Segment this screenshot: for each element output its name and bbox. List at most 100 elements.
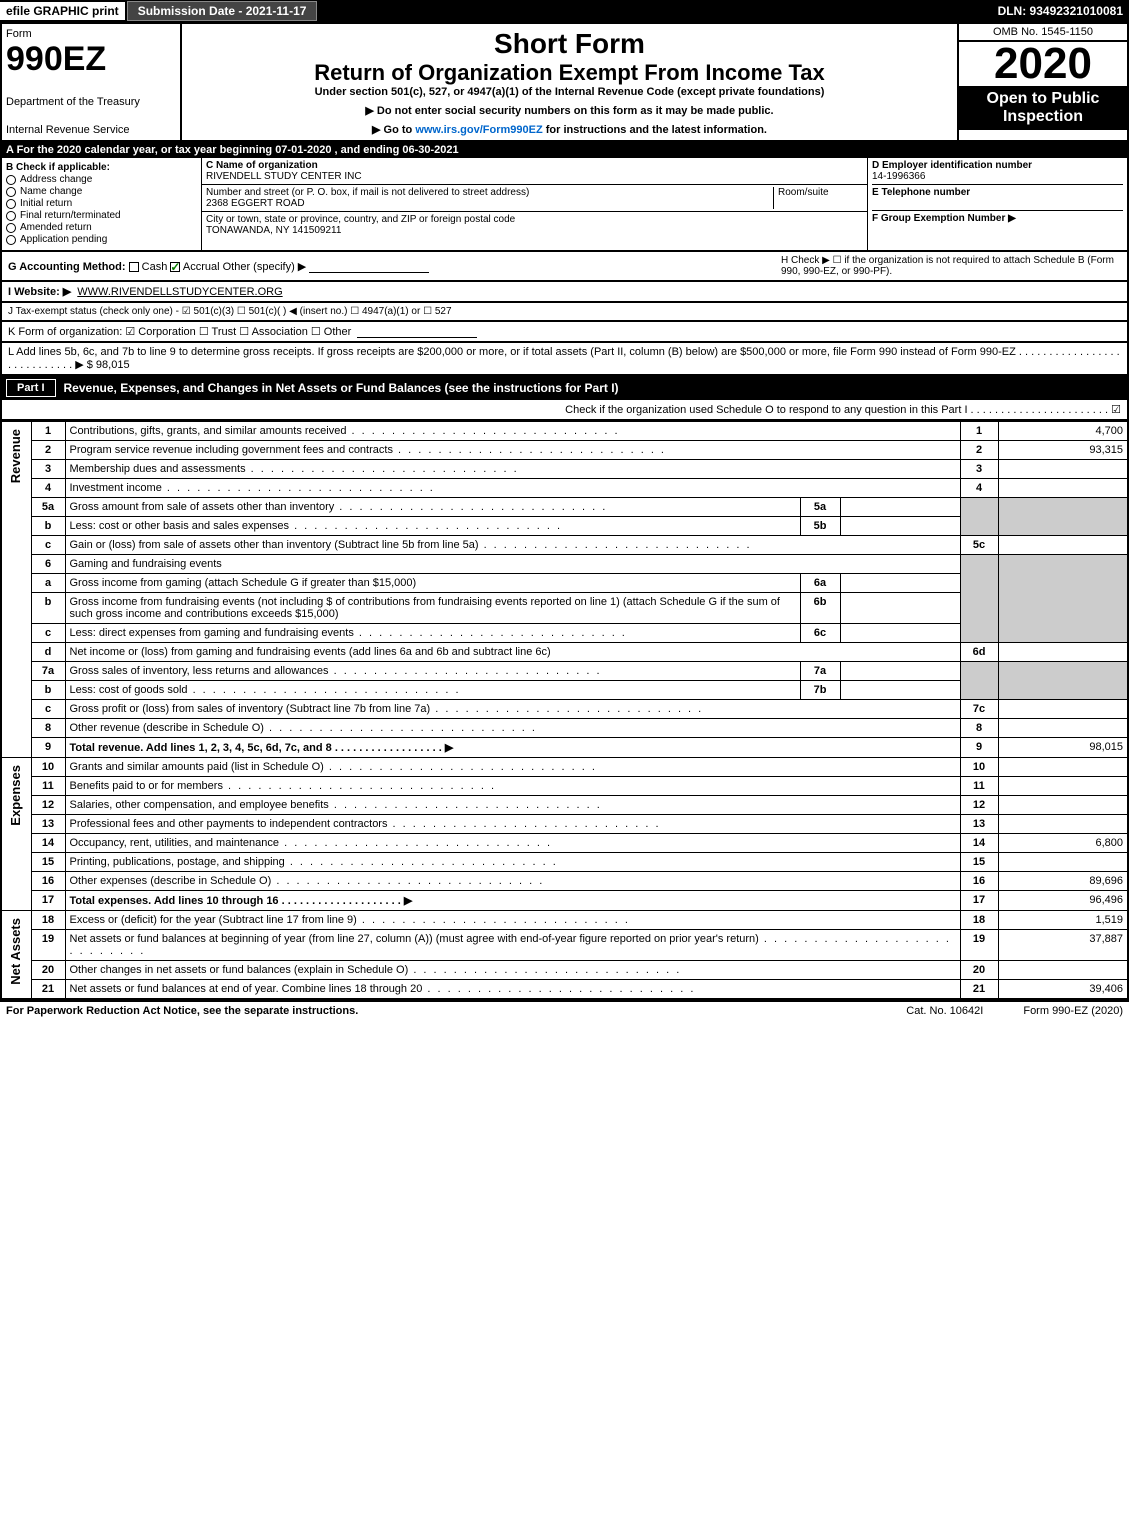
city-label: City or town, state or province, country… xyxy=(206,214,515,225)
section-c-block: C Name of organization RIVENDELL STUDY C… xyxy=(202,158,867,250)
l6-num: 6 xyxy=(31,555,65,574)
chk-cash[interactable] xyxy=(129,262,139,272)
l6a-subamt xyxy=(840,574,960,593)
l6c-subamt xyxy=(840,624,960,643)
l13-text: Professional fees and other payments to … xyxy=(70,818,661,830)
l21-amt: 39,406 xyxy=(998,980,1128,1000)
footer-paperwork: For Paperwork Reduction Act Notice, see … xyxy=(6,1005,358,1017)
chk-accrual[interactable] xyxy=(170,262,180,272)
dln-label: DLN: 93492321010081 xyxy=(998,4,1129,18)
l5a-text: Gross amount from sale of assets other t… xyxy=(70,501,608,513)
l8-num: 8 xyxy=(31,719,65,738)
l8-amt xyxy=(998,719,1128,738)
chk-initial-return[interactable] xyxy=(6,199,16,209)
goto-post: for instructions and the latest informat… xyxy=(543,124,767,136)
l4-amt xyxy=(998,479,1128,498)
c-label: C Name of organization xyxy=(206,160,318,171)
l6d-num: d xyxy=(31,643,65,662)
l6a-text: Gross income from gaming (attach Schedul… xyxy=(65,574,800,593)
dept-irs: Internal Revenue Service xyxy=(6,124,176,136)
chk-name-change[interactable] xyxy=(6,187,16,197)
l17-text: Total expenses. Add lines 10 through 16 … xyxy=(70,895,413,907)
topbar: efile GRAPHIC print Submission Date - 20… xyxy=(0,0,1129,22)
l7b-subamt xyxy=(840,681,960,700)
efile-print-button[interactable]: efile GRAPHIC print xyxy=(0,2,127,20)
d-label: D Employer identification number xyxy=(872,160,1032,171)
goto-line: ▶ Go to www.irs.gov/Form990EZ for instru… xyxy=(186,123,953,136)
b-label: B Check if applicable: xyxy=(6,162,197,173)
chk-app-pending[interactable] xyxy=(6,235,16,245)
l15-num: 15 xyxy=(31,853,65,872)
l10-num: 10 xyxy=(31,758,65,777)
l11-amt xyxy=(998,777,1128,796)
l2-box: 2 xyxy=(960,441,998,460)
l7b-sub: 7b xyxy=(800,681,840,700)
l15-text: Printing, publications, postage, and shi… xyxy=(70,856,558,868)
l13-amt xyxy=(998,815,1128,834)
submission-date-button[interactable]: Submission Date - 2021-11-17 xyxy=(127,1,318,21)
l16-box: 16 xyxy=(960,872,998,891)
l7a-num: 7a xyxy=(31,662,65,681)
city-value: TONAWANDA, NY 141509211 xyxy=(206,225,341,236)
ein-value: 14-1996366 xyxy=(872,171,925,182)
l4-num: 4 xyxy=(31,479,65,498)
l14-num: 14 xyxy=(31,834,65,853)
website-value[interactable]: WWW.RIVENDELLSTUDYCENTER.ORG xyxy=(77,286,282,298)
chk-address-change[interactable] xyxy=(6,175,16,185)
l6-grayamt xyxy=(998,555,1128,643)
row-l: L Add lines 5b, 6c, and 7b to line 9 to … xyxy=(0,343,1129,376)
chk-amended[interactable] xyxy=(6,223,16,233)
l6a-sub: 6a xyxy=(800,574,840,593)
l9-text: Total revenue. Add lines 1, 2, 3, 4, 5c,… xyxy=(70,742,454,754)
lines-table: Revenue 1 Contributions, gifts, grants, … xyxy=(0,421,1129,1000)
l20-text: Other changes in net assets or fund bala… xyxy=(70,964,682,976)
l18-amt: 1,519 xyxy=(998,911,1128,930)
form-header-mid: Short Form Return of Organization Exempt… xyxy=(182,24,957,140)
row-i: I Website: ▶ WWW.RIVENDELLSTUDYCENTER.OR… xyxy=(0,282,1129,303)
l9-box: 9 xyxy=(960,738,998,758)
k-other-blank xyxy=(357,326,477,338)
section-d-block: D Employer identification number 14-1996… xyxy=(867,158,1127,250)
l21-num: 21 xyxy=(31,980,65,1000)
l5b-text: Less: cost or other basis and sales expe… xyxy=(70,520,563,532)
l16-text: Other expenses (describe in Schedule O) xyxy=(70,875,545,887)
l12-box: 12 xyxy=(960,796,998,815)
l7-graybox xyxy=(960,662,998,700)
g-label: G Accounting Method: xyxy=(8,261,126,273)
dont-enter-ssn: ▶ Do not enter social security numbers o… xyxy=(186,104,953,117)
l3-num: 3 xyxy=(31,460,65,479)
street-label: Number and street (or P. O. box, if mail… xyxy=(206,187,529,198)
l3-amt xyxy=(998,460,1128,479)
irs-link[interactable]: www.irs.gov/Form990EZ xyxy=(415,124,542,136)
l8-text: Other revenue (describe in Schedule O) xyxy=(70,722,537,734)
l5a-sub: 5a xyxy=(800,498,840,517)
i-label: I Website: ▶ xyxy=(8,285,71,298)
under-section: Under section 501(c), 527, or 4947(a)(1)… xyxy=(186,86,953,98)
l5c-text: Gain or (loss) from sale of assets other… xyxy=(70,539,752,551)
l20-num: 20 xyxy=(31,961,65,980)
l16-num: 16 xyxy=(31,872,65,891)
part1-subline-text: Check if the organization used Schedule … xyxy=(565,403,1121,416)
form-header-right: OMB No. 1545-1150 2020 Open to Public In… xyxy=(957,24,1127,140)
l6d-text: Net income or (loss) from gaming and fun… xyxy=(65,643,960,662)
l7c-box: 7c xyxy=(960,700,998,719)
dept-treasury: Department of the Treasury xyxy=(6,96,176,108)
l6d-amt xyxy=(998,643,1128,662)
l7b-num: b xyxy=(31,681,65,700)
part1-header: Part I Revenue, Expenses, and Changes in… xyxy=(0,376,1129,400)
l6c-text: Less: direct expenses from gaming and fu… xyxy=(70,627,627,639)
j-text: J Tax-exempt status (check only one) - ☑… xyxy=(8,306,452,317)
l10-box: 10 xyxy=(960,758,998,777)
lbl-app-pending: Application pending xyxy=(20,234,107,245)
l1-text: Contributions, gifts, grants, and simila… xyxy=(70,425,620,437)
l19-text: Net assets or fund balances at beginning… xyxy=(70,933,951,957)
l15-box: 15 xyxy=(960,853,998,872)
goto-pre: ▶ Go to xyxy=(372,124,415,136)
l1-amt: 4,700 xyxy=(998,422,1128,441)
l14-amt: 6,800 xyxy=(998,834,1128,853)
l5a-num: 5a xyxy=(31,498,65,517)
l2-amt: 93,315 xyxy=(998,441,1128,460)
open-to-public: Open to Public Inspection xyxy=(959,86,1127,130)
chk-final-return[interactable] xyxy=(6,211,16,221)
l6-graybox xyxy=(960,555,998,643)
